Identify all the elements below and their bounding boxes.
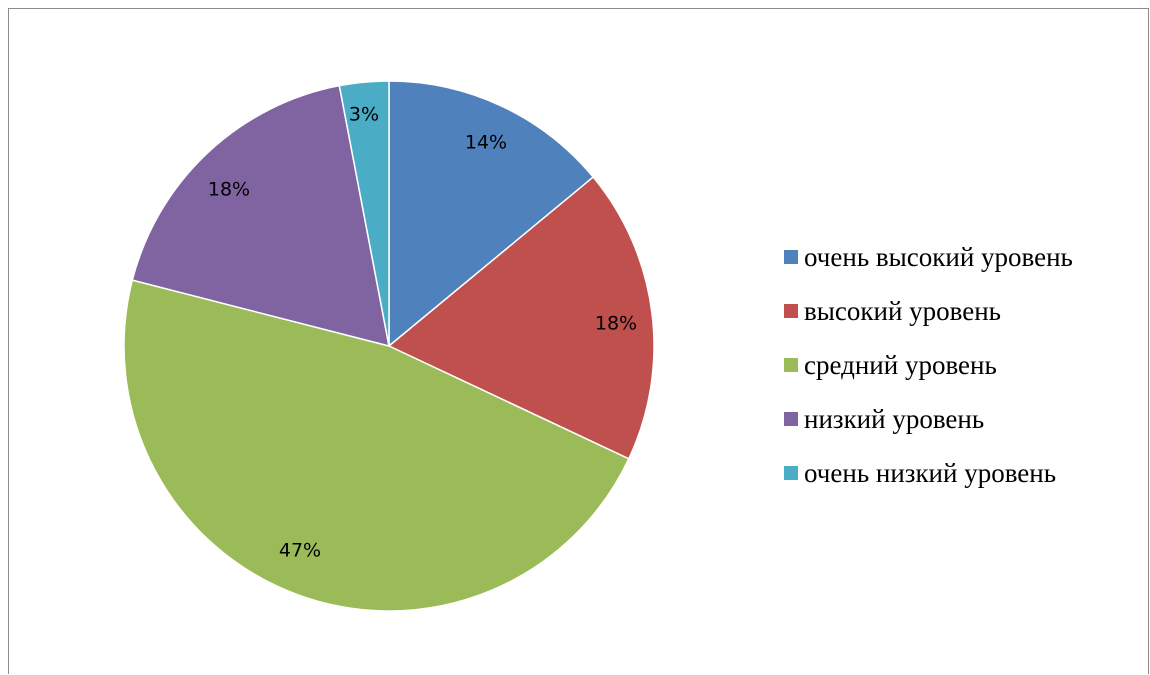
pie-slice <box>123 279 630 612</box>
legend-item: низкий уровень <box>784 392 1144 446</box>
legend: очень высокий уровень высокий уровень сред… <box>784 230 1144 500</box>
legend-label: средний уровень <box>804 349 997 380</box>
legend-item: очень высокий уровень <box>784 230 1144 284</box>
legend-label: низкий уровень <box>804 403 985 434</box>
pie-slice <box>388 80 595 348</box>
legend-label: очень низкий уровень <box>804 457 1057 488</box>
pie-slice <box>131 84 390 348</box>
legend-label: высокий уровень <box>804 295 1001 326</box>
legend-item: средний уровень <box>784 338 1144 392</box>
slice-data-label: 18% <box>208 179 250 201</box>
slice-data-label: 47% <box>279 540 321 562</box>
pie-slice <box>387 176 655 460</box>
legend-item: высокий уровень <box>784 284 1144 338</box>
legend-item: очень низкий уровень <box>784 446 1144 500</box>
slice-data-label: 18% <box>595 313 637 335</box>
legend-swatch <box>784 304 798 318</box>
legend-swatch <box>784 250 798 264</box>
legend-label: очень высокий уровень <box>804 241 1073 272</box>
slice-data-label: 3% <box>349 104 379 126</box>
legend-swatch <box>784 466 798 480</box>
legend-swatch <box>784 412 798 426</box>
chart-area <box>8 8 1149 674</box>
slice-data-label: 14% <box>465 132 507 154</box>
pie-slice <box>338 80 390 347</box>
legend-swatch <box>784 358 798 372</box>
